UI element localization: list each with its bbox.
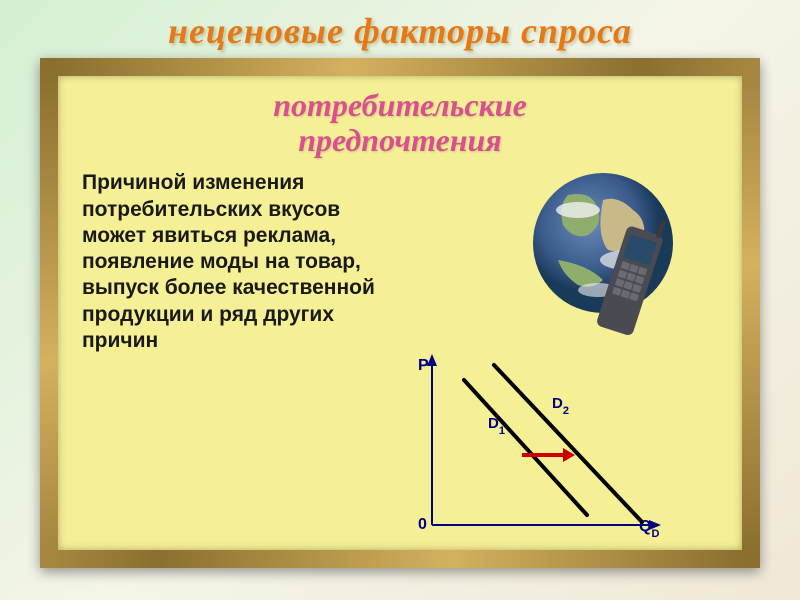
content-frame: потребительские предпочтения Причиной из…: [40, 58, 760, 568]
globe-phone-image: [508, 165, 708, 345]
content-row: Причиной изменения потребительских вкусо…: [82, 170, 718, 354]
subtitle: потребительские предпочтения: [82, 88, 718, 158]
svg-text:0: 0: [418, 516, 427, 533]
svg-text:D1: D1: [488, 415, 505, 437]
subtitle-line2: предпочтения: [298, 122, 502, 158]
page-title: неценовые факторы спроса: [0, 0, 800, 58]
svg-text:P: P: [418, 357, 429, 374]
right-column: P0QDD1D2: [382, 170, 718, 354]
svg-text:D2: D2: [552, 395, 569, 417]
subtitle-line1: потребительские: [273, 87, 527, 123]
demand-shift-chart: P0QDD1D2: [412, 350, 672, 540]
body-text: Причиной изменения потребительских вкусо…: [82, 170, 382, 354]
